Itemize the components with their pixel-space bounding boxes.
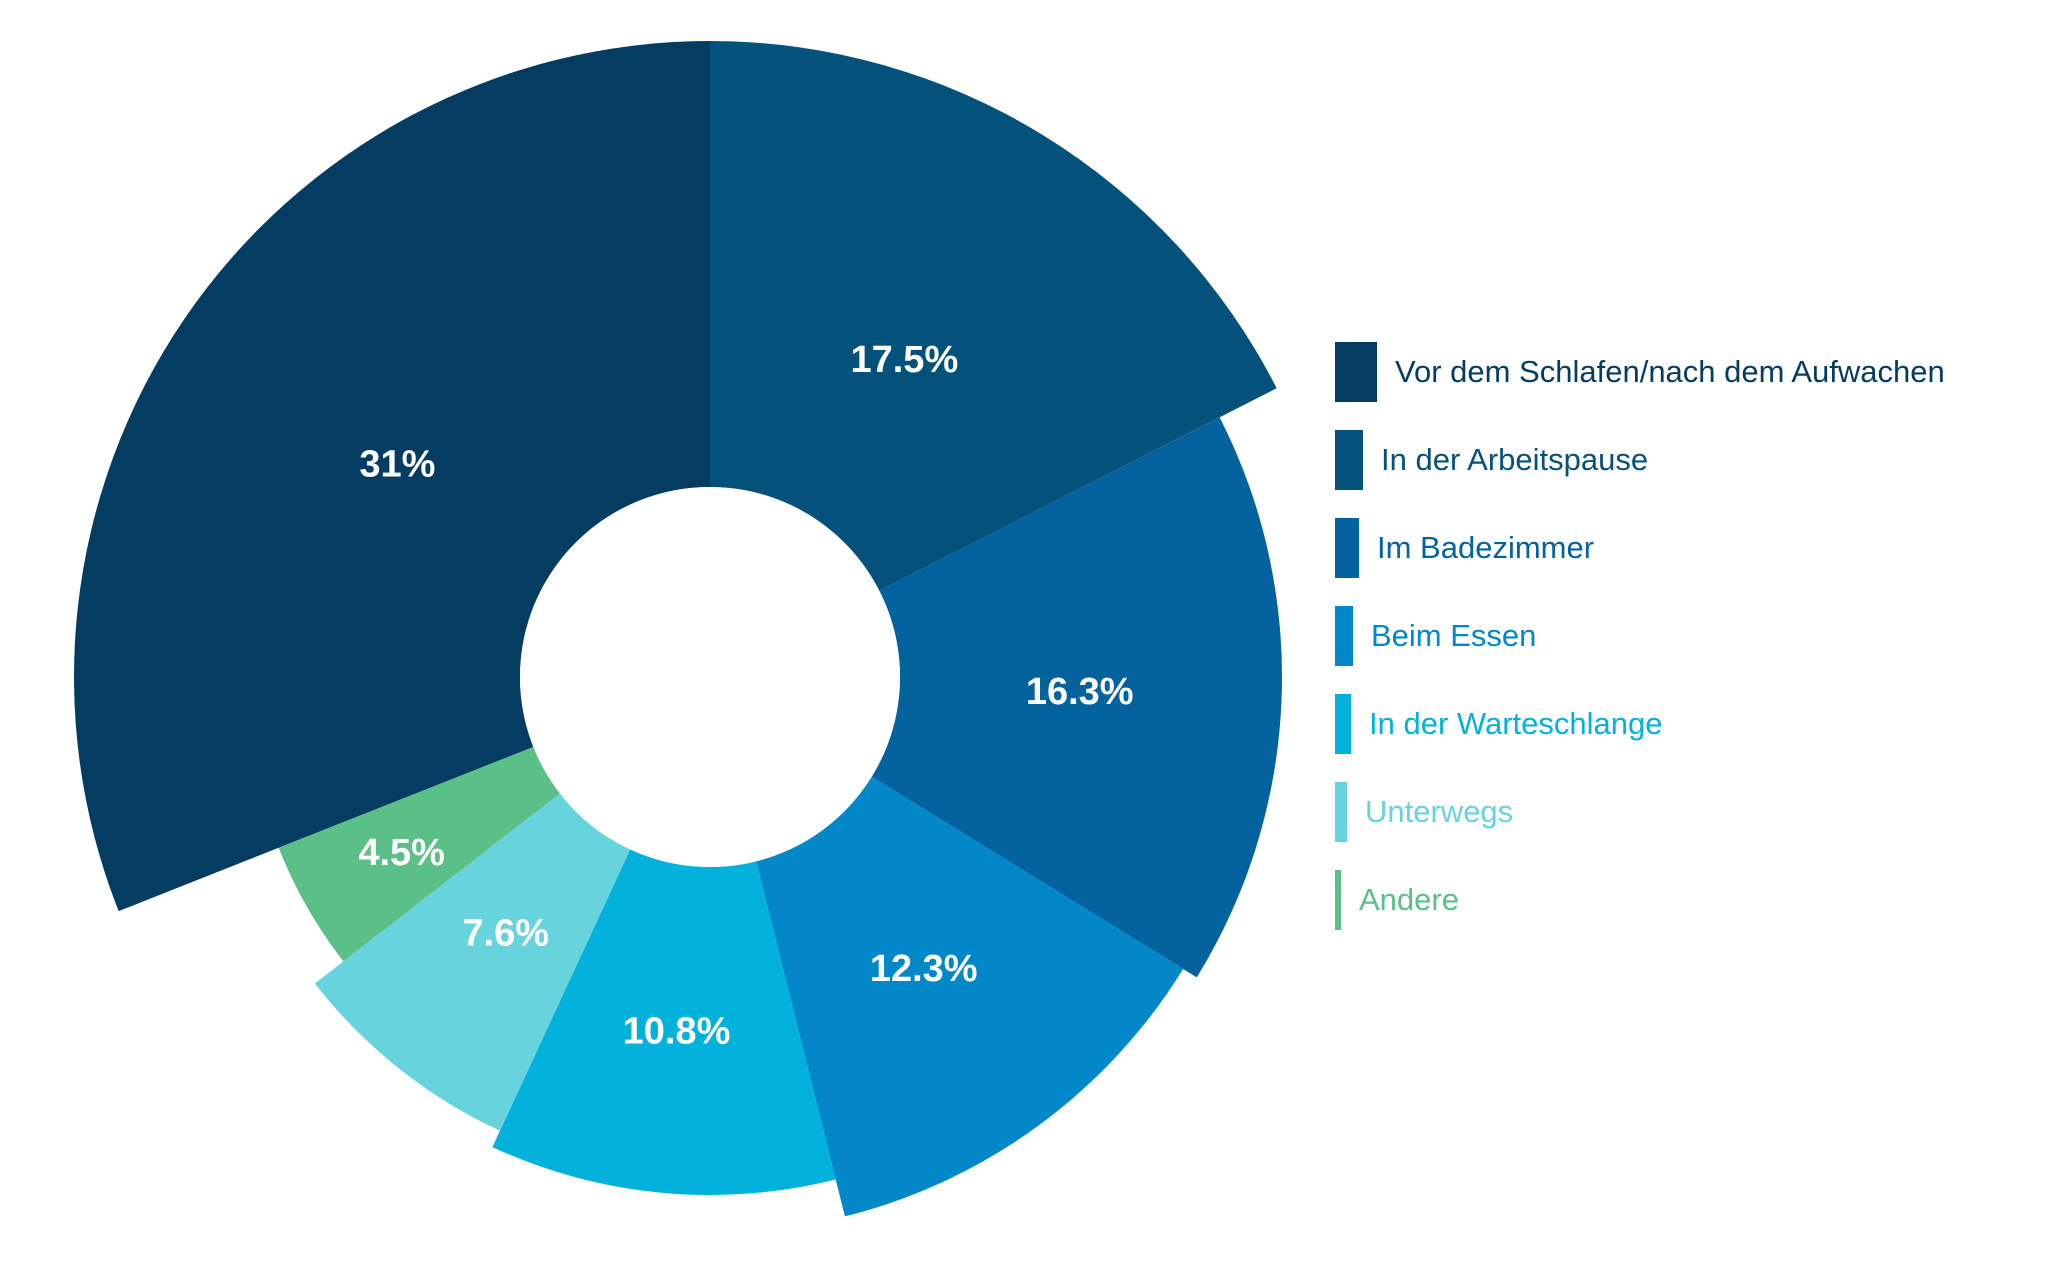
legend-item-vor-dem-schlafen-nach-dem-aufwachen: Vor dem Schlafen/nach dem Aufwachen (1335, 342, 1945, 402)
value-label-in-der-warteschlange: 10.8% (623, 1010, 731, 1052)
legend-swatch (1335, 782, 1347, 842)
legend-swatch (1335, 870, 1341, 930)
value-label-beim-essen: 12.3% (870, 948, 978, 990)
slice-andere (278, 746, 560, 962)
slice-unterwegs (314, 793, 631, 1131)
legend-label: Vor dem Schlafen/nach dem Aufwachen (1395, 354, 1945, 389)
legend-item-andere: Andere (1335, 870, 1459, 930)
legend-label: In der Arbeitspause (1381, 442, 1649, 477)
legend-item-unterwegs: Unterwegs (1335, 782, 1513, 842)
legend-swatch (1335, 342, 1377, 402)
slice-beim-essen (756, 776, 1184, 1217)
legend-swatch (1335, 606, 1353, 666)
legend-swatch (1335, 694, 1351, 754)
value-label-vor-dem-schlafen-nach-dem-aufwachen: 31% (359, 444, 435, 486)
legend-swatch (1335, 518, 1359, 578)
slice-im-badezimmer (871, 417, 1282, 978)
value-label-unterwegs: 7.6% (462, 913, 549, 955)
legend-label: Unterwegs (1365, 794, 1514, 829)
value-label-im-badezimmer: 16.3% (1026, 671, 1134, 713)
value-label-andere: 4.5% (358, 832, 445, 874)
legend-label: Im Badezimmer (1377, 530, 1595, 565)
legend-item-im-badezimmer: Im Badezimmer (1335, 518, 1594, 578)
legend-label: Beim Essen (1371, 618, 1537, 653)
legend-item-in-der-arbeitspause: In der Arbeitspause (1335, 430, 1648, 490)
legend-item-beim-essen: Beim Essen (1335, 606, 1536, 666)
slice-in-der-warteschlange (492, 849, 836, 1195)
chart-value-labels: 31% 17.5% 16.3% 12.3% 10.8% 7.6% 4.5% (358, 339, 1133, 1053)
legend-label: Andere (1359, 882, 1459, 917)
chart-slices (74, 41, 1282, 1217)
slice-vor-dem-schlafen-nach-dem-aufwachen (74, 41, 711, 912)
legend-label: In der Warteschlange (1369, 706, 1663, 741)
value-label-in-der-arbeitspause: 17.5% (850, 339, 958, 381)
legend-item-in-der-warteschlange: In der Warteschlange (1335, 694, 1663, 754)
donut-hole (520, 487, 900, 867)
legend-swatch (1335, 430, 1363, 490)
slice-in-der-arbeitspause (710, 41, 1277, 591)
